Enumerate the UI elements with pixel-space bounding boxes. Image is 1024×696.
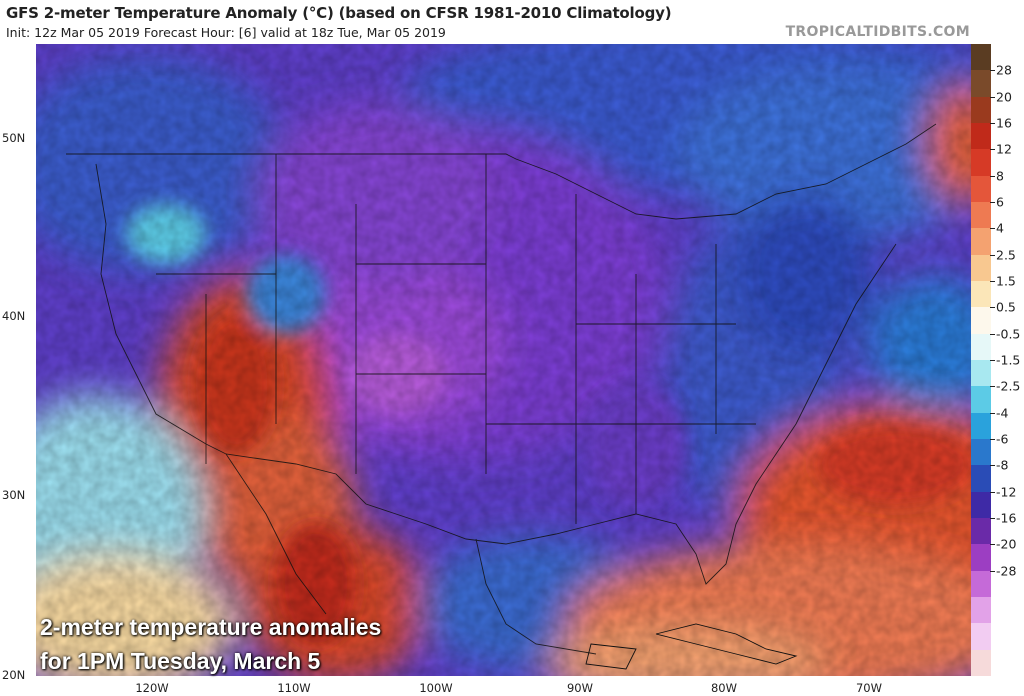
colorbar-swatch	[971, 123, 991, 150]
colorbar-tick	[990, 281, 995, 282]
caption-line-1: 2-meter temperature anomalies	[40, 614, 382, 640]
colorbar-swatch	[971, 281, 991, 308]
colorbar-tick	[990, 202, 995, 203]
colorbar-tick	[990, 544, 995, 546]
lon-label: 110W	[277, 681, 311, 695]
colorbar-tick	[990, 149, 995, 151]
colorbar-label: -28	[996, 563, 1017, 579]
colorbar-label: 28	[996, 62, 1012, 78]
colorbar-label: 4	[996, 220, 1004, 236]
colorbar-tick	[990, 175, 995, 177]
colorbar-tick	[990, 254, 995, 256]
colorbar-swatch	[971, 96, 991, 124]
colorbar-swatch	[971, 649, 991, 677]
colorbar-swatch	[971, 44, 991, 71]
map-canvas	[36, 44, 971, 676]
caption-line-2: for 1PM Tuesday, March 5	[40, 648, 321, 674]
lon-label: 80W	[710, 681, 738, 695]
colorbar-tick	[990, 96, 995, 98]
colorbar-label: 1.5	[996, 273, 1016, 289]
colorbar-label: 6	[996, 194, 1004, 210]
colorbar-swatch	[971, 518, 991, 545]
colorbar-label: 2.5	[996, 247, 1016, 263]
colorbar-label: -12	[996, 484, 1017, 500]
colorbar-tick	[990, 70, 995, 72]
colorbar-swatch	[971, 228, 991, 256]
colorbar-label: -0.5	[996, 326, 1021, 342]
colorbar-swatch	[971, 202, 991, 229]
colorbar-swatch	[971, 333, 991, 361]
map-title: GFS 2-meter Temperature Anomaly (°C) (ba…	[6, 4, 672, 22]
colorbar-label: 8	[996, 168, 1004, 184]
colorbar-swatch	[971, 386, 991, 414]
colorbar-label: -4	[996, 405, 1009, 421]
colorbar-swatch	[971, 307, 991, 335]
colorbar-label: 0.5	[996, 299, 1016, 315]
colorbar-swatch	[971, 491, 991, 519]
colorbar-swatch	[971, 412, 991, 440]
lat-label: 50N	[2, 131, 26, 145]
lat-label: 40N	[2, 309, 26, 323]
colorbar-swatch	[971, 254, 991, 282]
colorbar-swatch	[971, 544, 991, 572]
colorbar-swatch	[971, 439, 991, 466]
colorbar-swatch	[971, 149, 991, 177]
colorbar-tick	[990, 465, 995, 467]
colorbar-tick	[990, 123, 995, 124]
colorbar-label: -6	[996, 431, 1009, 447]
colorbar-tick	[990, 228, 995, 230]
colorbar-label: -8	[996, 457, 1009, 473]
lon-label: 90W	[566, 681, 594, 695]
colorbar-tick	[990, 307, 995, 309]
colorbar-swatch	[971, 465, 991, 493]
lon-label: 100W	[419, 681, 453, 695]
colorbar-label: 20	[996, 89, 1012, 105]
colorbar-swatch	[971, 70, 991, 98]
colorbar-tick	[990, 386, 995, 388]
colorbar-tick	[990, 360, 995, 361]
colorbar	[971, 44, 991, 677]
colorbar-swatch	[971, 597, 991, 624]
colorbar-label: -1.5	[996, 352, 1021, 368]
lon-label: 120W	[135, 681, 169, 695]
colorbar-tick	[990, 412, 995, 414]
colorbar-label: -16	[996, 510, 1017, 526]
brand-watermark: TROPICALTIDBITS.COM	[785, 24, 970, 40]
lat-label: 30N	[2, 488, 26, 502]
colorbar-label: -2.5	[996, 378, 1021, 394]
colorbar-tick	[990, 491, 995, 493]
colorbar-swatch	[971, 623, 991, 651]
colorbar-tick	[990, 570, 995, 572]
colorbar-tick	[990, 518, 995, 519]
colorbar-swatch	[971, 175, 991, 203]
colorbar-label: -20	[996, 536, 1017, 552]
colorbar-tick	[990, 439, 995, 440]
lat-label: 20N	[2, 668, 26, 682]
colorbar-label: 12	[996, 141, 1012, 157]
map-subtitle: Init: 12z Mar 05 2019 Forecast Hour: [6]…	[6, 25, 446, 40]
colorbar-swatch	[971, 570, 991, 598]
colorbar-swatch	[971, 360, 991, 387]
temperature-anomaly-map	[36, 44, 971, 676]
colorbar-tick	[990, 333, 995, 335]
colorbar-label: 16	[996, 115, 1012, 131]
lon-label: 70W	[855, 681, 883, 695]
